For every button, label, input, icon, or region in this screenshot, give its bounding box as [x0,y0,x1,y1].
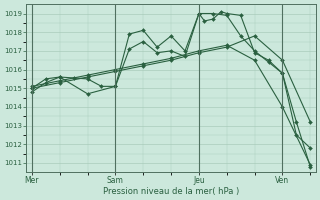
X-axis label: Pression niveau de la mer( hPa ): Pression niveau de la mer( hPa ) [103,187,239,196]
